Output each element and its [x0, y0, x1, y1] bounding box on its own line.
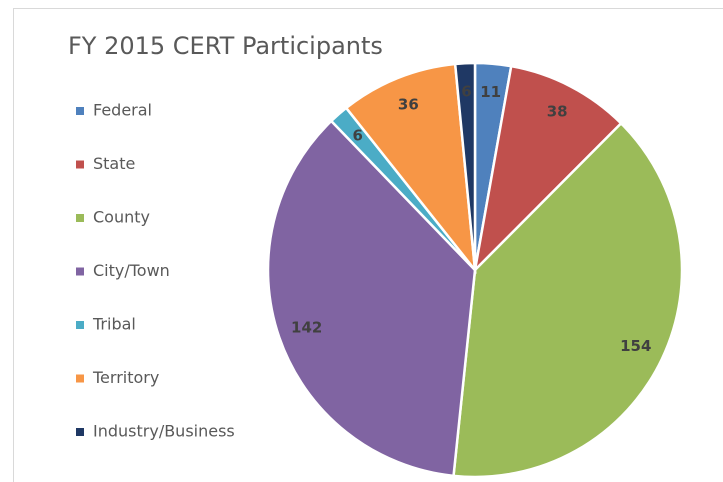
legend-swatch	[76, 428, 84, 436]
data-label: 6	[352, 127, 362, 145]
legend-swatch	[76, 374, 84, 383]
legend-label: City/Town	[93, 261, 170, 280]
pie-slice	[452, 121, 684, 479]
pie-slice	[344, 62, 477, 275]
legend-label: Territory	[92, 368, 159, 387]
pie-slice	[266, 119, 477, 478]
data-label: 6	[461, 83, 471, 101]
data-label: 38	[547, 103, 568, 121]
legend-swatch	[76, 321, 84, 329]
pie-slice	[473, 64, 623, 274]
data-label: 154	[620, 337, 651, 355]
legend: Federal State County City/Town Tribal Territo…	[76, 101, 235, 441]
legend-swatch	[76, 267, 84, 276]
legend-label: State	[93, 154, 135, 173]
legend-label: Industry/Business	[93, 422, 235, 441]
data-label: 11	[480, 83, 501, 101]
legend-swatch	[76, 214, 84, 222]
data-label: 36	[398, 95, 419, 113]
pie-slice	[453, 61, 477, 271]
data-label: 142	[291, 318, 322, 336]
legend-label: Tribal	[92, 315, 136, 334]
legend-label: Federal	[93, 101, 152, 120]
chart-title: FY 2015 CERT Participants	[68, 32, 383, 60]
pie: 11 38 154 142 6 36 6	[266, 61, 684, 479]
legend-swatch	[76, 107, 84, 115]
legend-label: County	[93, 208, 150, 227]
legend-swatch	[76, 160, 84, 169]
